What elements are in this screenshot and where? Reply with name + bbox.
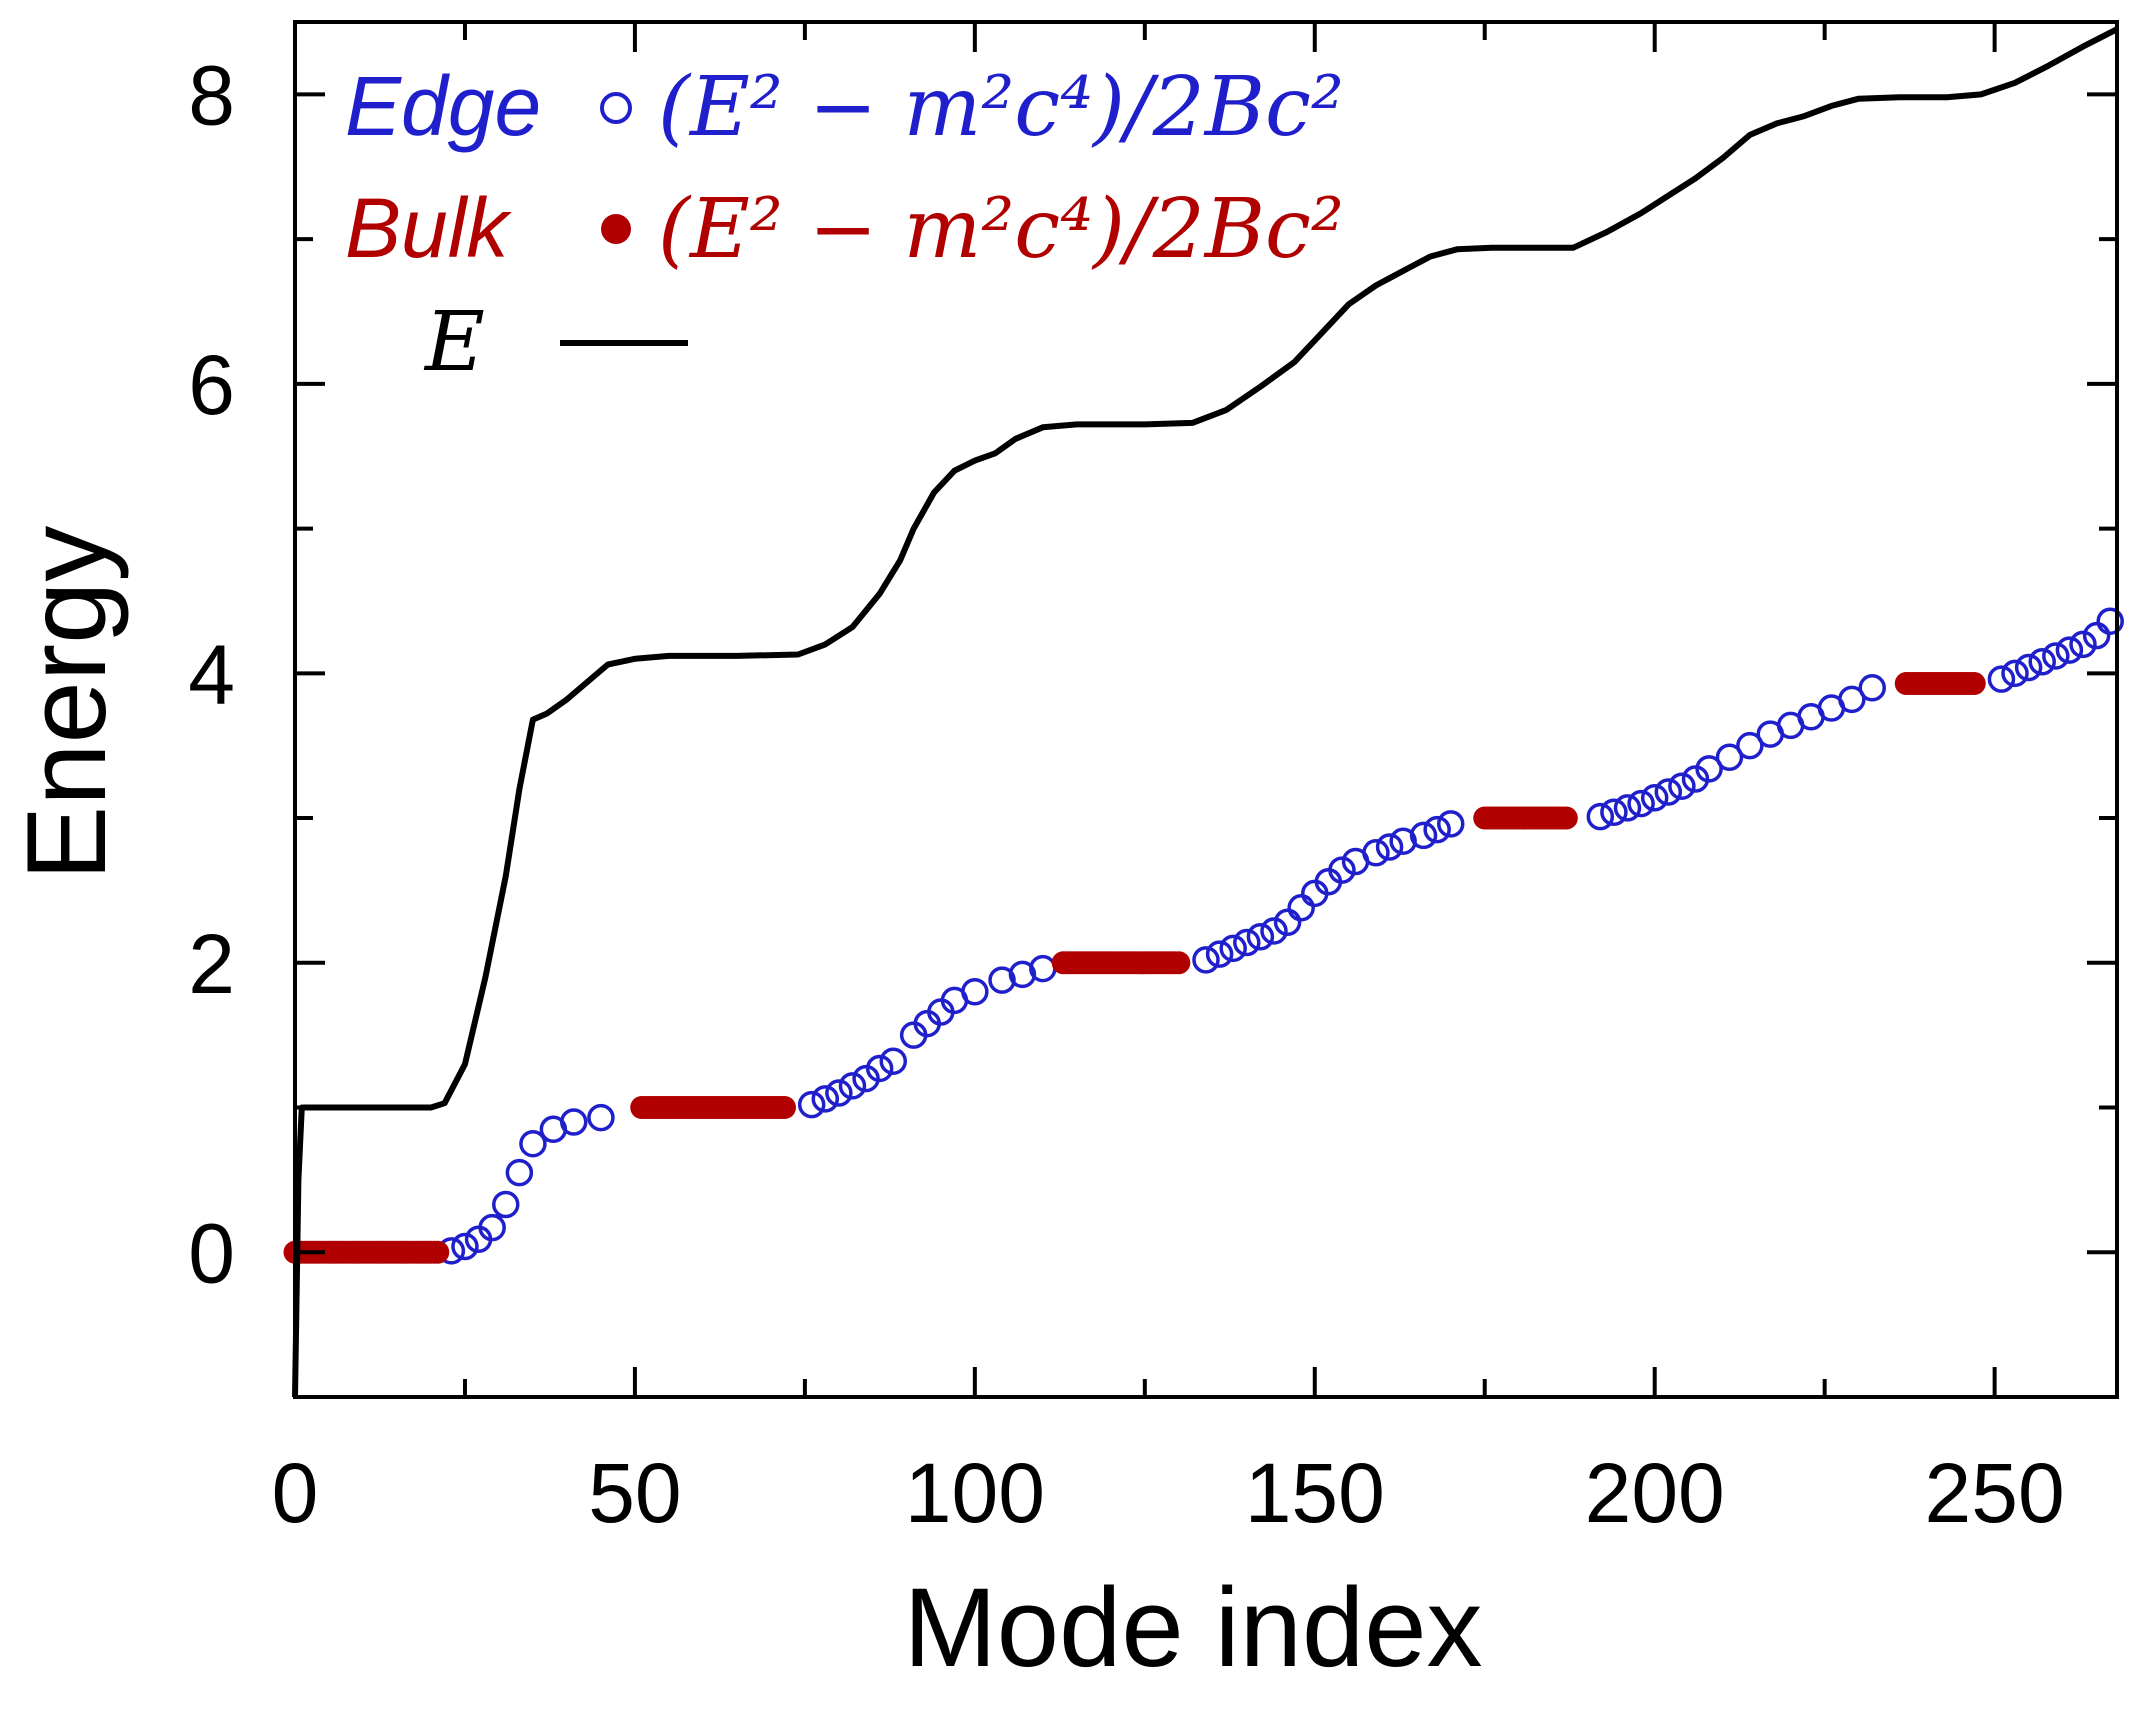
edge-point xyxy=(1838,685,1866,714)
bulk-point xyxy=(772,1096,796,1120)
legend-bulk-marker xyxy=(601,214,631,244)
edge-point xyxy=(1654,778,1683,806)
edge-point xyxy=(2055,636,2084,664)
plot-frame xyxy=(293,20,2119,1399)
x-tick-label: 150 xyxy=(1245,1446,1385,1540)
edge-point xyxy=(1409,821,1438,850)
edge-point xyxy=(451,1232,479,1261)
edge-point xyxy=(2028,647,2056,676)
edge-point xyxy=(1260,917,1288,945)
bulk-point xyxy=(1962,671,1986,695)
edge-point xyxy=(988,966,1016,994)
edge-point xyxy=(1389,827,1417,855)
edge-point xyxy=(1695,755,1723,783)
y-tick-label: 0 xyxy=(188,1206,235,1300)
axes-frame xyxy=(293,20,2119,1399)
edge-point xyxy=(2001,659,2029,688)
edge-point xyxy=(2082,621,2111,650)
edge-point xyxy=(1328,856,1356,884)
y-tick-label: 4 xyxy=(188,627,235,721)
y-axis-title: Energy xyxy=(4,526,129,881)
edge-point xyxy=(797,1090,826,1119)
edge-point xyxy=(1192,946,1220,974)
x-tick-label: 50 xyxy=(588,1446,681,1540)
edge-point xyxy=(1858,674,1887,702)
edge-point xyxy=(1987,665,2016,693)
edge-point xyxy=(2042,642,2070,670)
edge-point xyxy=(1273,908,1302,937)
edge-point xyxy=(2069,630,2097,659)
ticks: 0 50 100 150 200 250 0 2 4 6 8 xyxy=(188,22,2117,1540)
edge-point xyxy=(838,1072,867,1100)
y-tick-label: 2 xyxy=(188,917,235,1011)
legend-edge-name: Edge xyxy=(345,59,541,153)
legend-bulk-name: Bulk xyxy=(345,181,512,275)
bulk-series xyxy=(283,671,1986,1264)
edge-point xyxy=(1668,772,1696,800)
legend-energy-name: E xyxy=(423,295,485,390)
edge-point xyxy=(1375,833,1404,861)
edge-point xyxy=(1613,794,1642,822)
edge-point xyxy=(1205,940,1234,968)
edge-point xyxy=(865,1054,894,1083)
edge-point xyxy=(1586,802,1615,831)
edge-point xyxy=(1736,731,1764,760)
edge-point xyxy=(961,977,989,1006)
legend-bulk-formula: (E² − m²c⁴)/2Bc² xyxy=(658,182,1344,277)
edge-point xyxy=(2096,607,2124,635)
x-tick-label: 250 xyxy=(1925,1446,2065,1540)
edge-point xyxy=(1287,894,1315,922)
y-tick-label: 8 xyxy=(188,48,235,142)
x-tick-label: 0 xyxy=(272,1446,319,1540)
edge-point xyxy=(1600,798,1628,827)
legend: Edge (E² − m²c⁴)/2Bc² Bulk (E² − m²c⁴)/2… xyxy=(345,59,1344,390)
edge-point xyxy=(1219,934,1247,963)
edge-point xyxy=(1362,839,1390,867)
edge-point xyxy=(2014,653,2043,682)
edge-point xyxy=(505,1158,534,1187)
edge-point xyxy=(559,1108,588,1136)
edge-point xyxy=(587,1103,615,1132)
edge-point xyxy=(811,1085,840,1113)
edge-point xyxy=(879,1047,908,1075)
edge-series xyxy=(437,607,2124,1265)
edge-point xyxy=(478,1213,506,1242)
energy-series xyxy=(292,26,2119,1398)
edge-point xyxy=(492,1190,520,1219)
edge-point xyxy=(1423,815,1451,844)
edge-point xyxy=(1008,960,1037,989)
legend-edge-formula: (E² − m²c⁴)/2Bc² xyxy=(658,60,1344,155)
edge-point xyxy=(1627,789,1655,818)
bulk-point xyxy=(1554,806,1578,830)
bulk-point xyxy=(426,1240,450,1264)
edge-point xyxy=(825,1079,853,1107)
edge-point xyxy=(1715,743,1744,772)
x-tick-label: 100 xyxy=(905,1446,1045,1540)
bulk-point xyxy=(1167,951,1191,975)
legend-edge-marker xyxy=(600,92,632,124)
edge-point xyxy=(1246,922,1275,951)
edge-point xyxy=(1640,784,1669,812)
y-tick-label: 6 xyxy=(188,338,235,432)
energy-line xyxy=(292,26,2119,1398)
x-tick-label: 200 xyxy=(1585,1446,1725,1540)
x-axis-title: Mode index xyxy=(903,1565,1482,1690)
edge-point xyxy=(519,1129,547,1158)
edge-point xyxy=(1233,928,1261,957)
edge-point xyxy=(1436,810,1465,838)
